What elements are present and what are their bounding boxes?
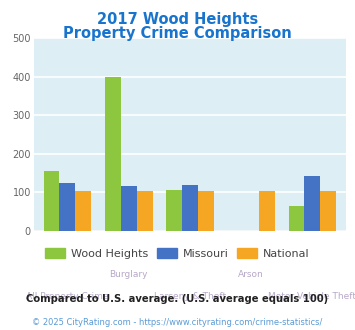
Text: Motor Vehicle Theft: Motor Vehicle Theft bbox=[268, 292, 355, 301]
Bar bbox=[105, 77, 121, 231]
Text: Arson: Arson bbox=[238, 270, 264, 279]
Text: 2017 Wood Heights: 2017 Wood Heights bbox=[97, 12, 258, 26]
Bar bbox=[259, 191, 275, 231]
Text: Property Crime Comparison: Property Crime Comparison bbox=[63, 26, 292, 41]
Bar bbox=[44, 171, 59, 231]
Bar bbox=[198, 191, 214, 231]
Bar bbox=[289, 206, 305, 231]
Text: © 2025 CityRating.com - https://www.cityrating.com/crime-statistics/: © 2025 CityRating.com - https://www.city… bbox=[32, 318, 323, 327]
Bar bbox=[166, 190, 182, 231]
Bar bbox=[59, 183, 75, 231]
Text: Burglary: Burglary bbox=[109, 270, 148, 279]
Legend: Wood Heights, Missouri, National: Wood Heights, Missouri, National bbox=[41, 244, 314, 263]
Bar bbox=[137, 191, 153, 231]
Bar bbox=[75, 191, 91, 231]
Text: All Property Crime: All Property Crime bbox=[26, 292, 109, 301]
Text: Larceny & Theft: Larceny & Theft bbox=[154, 292, 226, 301]
Bar bbox=[305, 176, 321, 231]
Bar bbox=[182, 185, 198, 231]
Bar bbox=[121, 186, 137, 231]
Text: Compared to U.S. average. (U.S. average equals 100): Compared to U.S. average. (U.S. average … bbox=[26, 294, 329, 304]
Bar bbox=[321, 191, 336, 231]
